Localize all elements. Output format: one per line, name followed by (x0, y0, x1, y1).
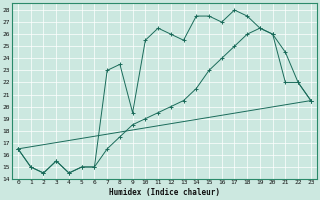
X-axis label: Humidex (Indice chaleur): Humidex (Indice chaleur) (109, 188, 220, 197)
